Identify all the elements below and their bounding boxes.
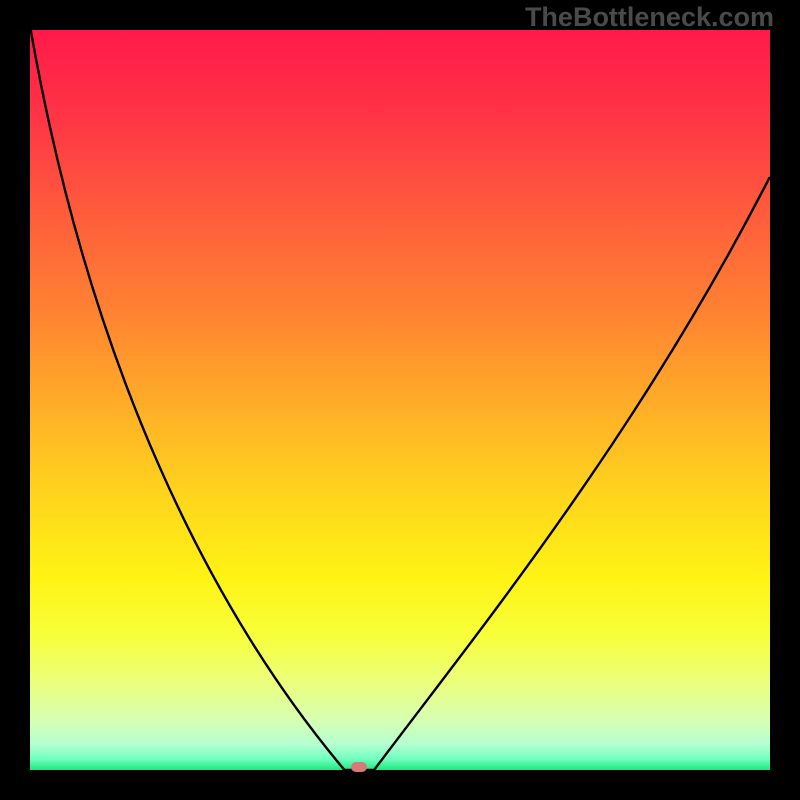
plot-area [30,30,770,770]
curve-minimum-marker [351,762,367,772]
bottleneck-curve [30,30,770,770]
watermark-text: TheBottleneck.com [525,2,774,33]
